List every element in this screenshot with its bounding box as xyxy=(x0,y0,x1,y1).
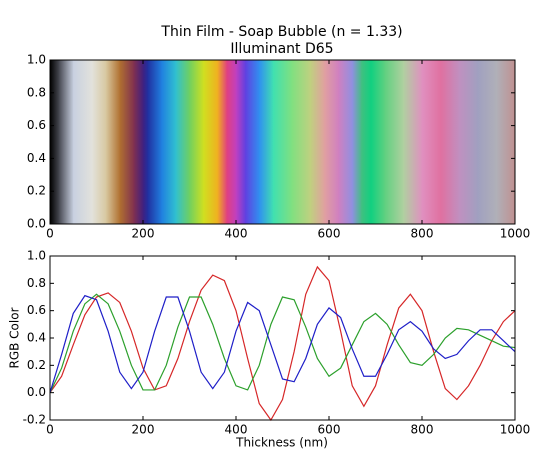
color-band xyxy=(496,60,516,224)
data-line xyxy=(49,265,516,422)
y-tick-label: 0.8 xyxy=(27,276,46,290)
x-tick-label: 200 xyxy=(132,227,155,241)
color-band xyxy=(175,60,190,224)
x-tick-label: 800 xyxy=(411,423,434,437)
x-tick-label: 1000 xyxy=(500,423,531,437)
data-line xyxy=(49,294,516,393)
color-band xyxy=(459,60,479,224)
color-band xyxy=(259,60,274,224)
color-band xyxy=(384,60,404,224)
chart-title: Thin Film - Soap Bubble (n = 1.33) xyxy=(160,24,402,40)
color-band xyxy=(310,60,325,224)
color-band xyxy=(403,60,423,224)
color-band xyxy=(50,60,60,224)
x-tick-label: 600 xyxy=(318,227,341,241)
y-tick-label: 0.6 xyxy=(27,303,46,317)
data-line xyxy=(49,293,516,393)
color-band xyxy=(291,60,311,224)
color-band xyxy=(203,60,218,224)
color-band xyxy=(361,60,372,224)
color-band xyxy=(147,60,163,224)
color-band xyxy=(477,60,497,224)
y-tick-label: 0.8 xyxy=(27,85,46,99)
y-tick-label: 0.2 xyxy=(27,184,46,198)
color-band xyxy=(245,60,260,224)
x-axis-label: Thickness (nm) xyxy=(235,436,328,450)
color-band xyxy=(189,60,204,224)
color-band xyxy=(352,60,363,224)
axes-frame xyxy=(49,59,516,225)
y-axis-label: RGB Color xyxy=(8,307,22,368)
y-tick-label: 0.6 xyxy=(27,118,46,132)
y-tick-label: 0.4 xyxy=(27,151,46,165)
color-band xyxy=(119,60,135,224)
x-tick-label: 0 xyxy=(46,423,54,437)
color-band xyxy=(143,60,149,224)
y-tick-label: -0.2 xyxy=(23,413,46,427)
y-tick-label: 0.4 xyxy=(27,331,46,345)
color-band xyxy=(338,60,353,224)
color-band xyxy=(324,60,339,224)
y-tick-label: 1.0 xyxy=(27,249,46,263)
chart-subtitle: Illuminant D65 xyxy=(230,41,333,57)
color-band xyxy=(422,60,442,224)
y-tick-label: 0.0 xyxy=(27,385,46,399)
color-band xyxy=(217,60,228,224)
x-tick-label: 400 xyxy=(225,423,248,437)
color-band xyxy=(273,60,293,224)
color-band xyxy=(91,60,107,224)
color-band xyxy=(73,60,93,224)
color-band xyxy=(370,60,386,224)
color-band xyxy=(133,60,144,224)
color-band xyxy=(105,60,121,224)
y-tick-label: 1.0 xyxy=(27,53,46,67)
color-band xyxy=(226,60,237,224)
color-band xyxy=(59,60,74,224)
x-tick-label: 1000 xyxy=(500,227,531,241)
color-band xyxy=(161,60,177,224)
x-tick-label: 0 xyxy=(46,227,54,241)
y-tick-label: 0.0 xyxy=(27,217,46,231)
x-tick-label: 600 xyxy=(318,423,341,437)
x-tick-label: 200 xyxy=(132,423,155,437)
y-tick-label: 0.2 xyxy=(27,358,46,372)
color-band xyxy=(236,60,246,224)
color-band xyxy=(440,60,460,224)
x-tick-label: 800 xyxy=(411,227,434,241)
x-tick-label: 400 xyxy=(225,227,248,241)
